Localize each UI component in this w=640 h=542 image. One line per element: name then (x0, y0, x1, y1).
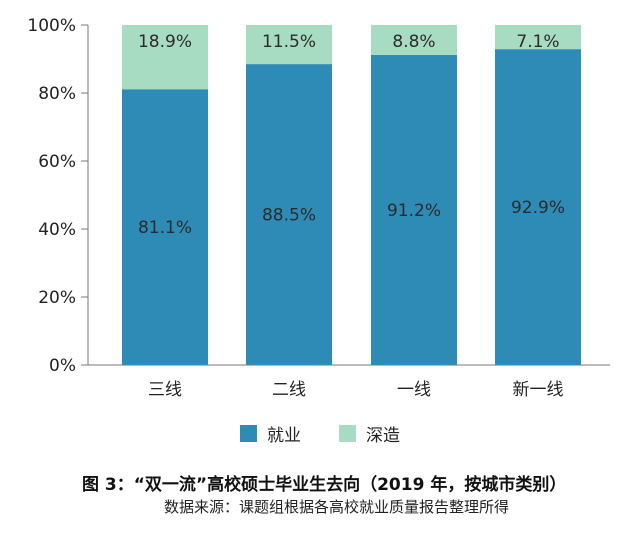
legend-label-further-study: 深造 (366, 426, 400, 446)
bar-segment-employment (495, 49, 581, 365)
data-label: 81.1% (138, 218, 192, 238)
legend-item-employment: 就业 (240, 421, 301, 446)
legend-label-employment: 就业 (267, 426, 301, 446)
y-tick-label: 80% (38, 84, 76, 104)
bar-segment-further-study (371, 25, 457, 55)
x-tick-label: 二线 (272, 380, 306, 400)
data-label: 18.9% (138, 32, 192, 52)
data-label: 11.5% (262, 32, 316, 52)
x-tick-label: 一线 (397, 380, 431, 400)
legend: 就业 深造 (0, 421, 640, 446)
data-source: 数据来源：课题组根据各高校就业质量报告整理所得 (164, 498, 510, 516)
legend-item-further-study: 深造 (339, 421, 400, 446)
bar-segment-further-study (122, 25, 208, 90)
y-tick-label: 60% (38, 152, 76, 172)
x-tick-label: 三线 (148, 380, 182, 400)
x-tick-label: 新一线 (513, 380, 564, 400)
legend-swatch-further-study (339, 425, 356, 442)
chart-title: 图 3：“双一流”高校硕士毕业生去向（2019 年，按城市类别） (82, 475, 567, 495)
bar-segment-further-study (495, 25, 581, 50)
stacked-bar-chart: 0% 20% 40% 60% 80% 100% 81.1% 18.9% 88.5% 11.5% 9… (27, 16, 610, 400)
bar-segment-employment (122, 89, 208, 365)
y-ticks: 0% 20% 40% 60% 80% 100% (27, 16, 88, 376)
data-label: 8.8% (392, 32, 435, 52)
y-tick-label: 40% (38, 220, 76, 240)
category-labels: 三线 二线 一线 新一线 (148, 380, 564, 400)
y-tick-label: 20% (38, 288, 76, 308)
bars: 81.1% 18.9% 88.5% 11.5% 91.2% 8.8% 92.9% 7.1% (122, 25, 581, 366)
legend-swatch-employment (240, 425, 257, 442)
bar-segment-employment (371, 54, 457, 366)
bar-segment-employment (246, 64, 332, 365)
data-label: 7.1% (516, 32, 559, 52)
data-label: 92.9% (511, 198, 565, 218)
bar-segment-further-study (246, 25, 332, 65)
y-tick-label: 100% (27, 16, 76, 36)
y-tick-label: 0% (49, 356, 76, 376)
data-label: 88.5% (262, 206, 316, 226)
data-label: 91.2% (387, 201, 441, 221)
